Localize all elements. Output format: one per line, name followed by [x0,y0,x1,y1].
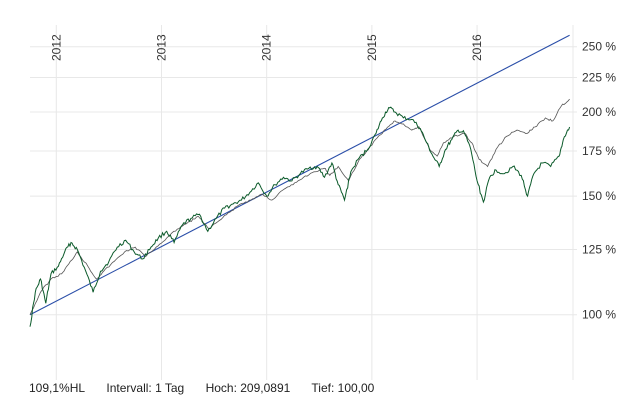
y-tick-label: 225 % [582,71,616,85]
y-tick-label: 125 % [582,242,616,256]
series-line-benchmark [29,98,570,315]
y-tick-label: 250 % [582,40,616,54]
footer-low: Tief: 100,00 [311,381,375,395]
x-tick-label: 2014 [260,34,274,61]
footer-high: Hoch: 209,0891 [205,381,291,395]
y-tick-label: 175 % [582,144,616,158]
x-tick-label: 2016 [470,34,484,61]
y-tick-label: 100 % [582,308,616,322]
chart-footer: 109,1%HL Intervall: 1 Tag Hoch: 209,0891… [29,381,392,395]
y-tick-label: 200 % [582,105,616,119]
x-tick-label: 2013 [154,34,168,61]
axis-ticks: 100 % 125 % 150 % 175 % 200 % 225 % 250 % 2012 2… [49,34,616,322]
footer-interval: Intervall: 1 Tag [106,381,185,395]
y-tick-label: 150 % [582,189,616,203]
x-tick-label: 2015 [365,34,379,61]
x-tick-label: 2012 [49,34,63,61]
series [29,34,571,327]
series-line-fund [29,106,571,327]
footer-hl: 109,1%HL [29,381,86,395]
grid [30,25,577,380]
